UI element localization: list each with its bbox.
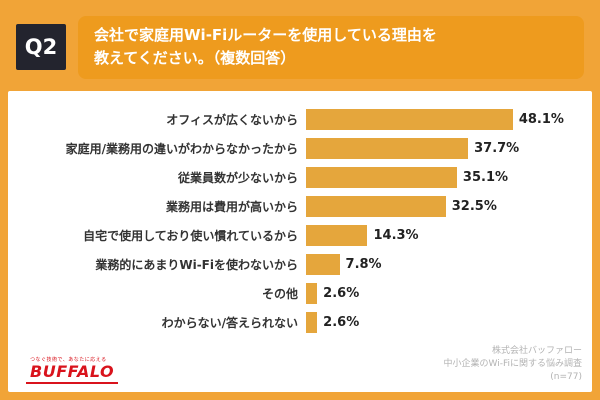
bar (306, 166, 457, 188)
bar (306, 253, 340, 275)
bar-value: 35.1% (462, 169, 509, 185)
chart-rows: オフィスが広くないから 48.1% 家庭用/業務用の違いがわからなかったから 37.7… (16, 105, 584, 337)
bar-label: その他 (261, 286, 298, 301)
source-company: 株式会社バッファロー (491, 345, 582, 356)
logo-text: BUFFALO (30, 362, 115, 382)
bar-label: 業務用は費用が高いから (165, 199, 298, 214)
chart-row: 業務用は費用が高いから 32.5% (16, 192, 584, 221)
question-title: 会社で家庭用Wi-Fiルーターを使用している理由を 教えてください。（複数回答） (78, 16, 584, 79)
question-number-badge: Q2 (16, 24, 66, 71)
chart-row: わからない/答えられない 2.6% (16, 308, 584, 337)
bar-label: 従業員数が少ないから (177, 170, 298, 185)
bar-value: 2.6% (323, 314, 360, 330)
logo-tagline: つなぐ技術で、あなたに応える (30, 357, 107, 364)
bar (306, 311, 318, 333)
buffalo-logo: つなぐ技術で、あなたに応える BUFFALO (26, 356, 119, 384)
bar (306, 195, 446, 217)
header: Q2 会社で家庭用Wi-Fiルーターを使用している理由を 教えてください。（複数… (8, 8, 592, 91)
chart-row: オフィスが広くないから 48.1% (16, 105, 584, 134)
bar-label: 家庭用/業務用の違いがわからなかったから (65, 141, 298, 156)
bar (306, 137, 469, 159)
bar (306, 224, 368, 246)
question-title-line1: 会社で家庭用Wi-Fiルーターを使用している理由を (94, 26, 437, 44)
footer: つなぐ技術で、あなたに応える BUFFALO 株式会社バッファロー 中小企業のW… (16, 345, 582, 384)
chart-row: 従業員数が少ないから 35.1% (16, 163, 584, 192)
source-sample-size: (n=77) (550, 371, 582, 382)
bar-value: 48.1% (518, 111, 564, 127)
chart-card: オフィスが広くないから 48.1% 家庭用/業務用の違いがわからなかったから 37.7… (8, 90, 592, 392)
bar-label: 自宅で使用しており使い慣れているから (83, 228, 298, 243)
bar-value: 14.3% (373, 227, 419, 243)
chart-row: その他 2.6% (16, 279, 584, 308)
bar-value: 7.8% (345, 256, 382, 272)
bar (306, 108, 513, 130)
bar-value: 32.5% (451, 198, 497, 214)
chart-row: 業務的にあまりWi-Fiを使わないから 7.8% (16, 250, 584, 279)
bar-value: 2.6% (323, 285, 360, 301)
bar-label: 業務的にあまりWi-Fiを使わないから (95, 257, 298, 272)
source-survey-name: 中小企業のWi-Fiに関する悩み調査 (443, 358, 582, 369)
chart-row: 自宅で使用しており使い慣れているから 14.3% (16, 221, 584, 250)
bar-label: わからない/答えられない (161, 315, 298, 330)
bar-label: オフィスが広くないから (166, 112, 298, 127)
bar (306, 282, 318, 304)
source-note: 株式会社バッファロー 中小企業のWi-Fiに関する悩み調査 (n=77) (444, 345, 582, 384)
bar-value: 37.7% (474, 140, 520, 156)
chart-row: 家庭用/業務用の違いがわからなかったから 37.7% (16, 134, 584, 163)
question-title-line2: 教えてください。（複数回答） (94, 49, 296, 68)
